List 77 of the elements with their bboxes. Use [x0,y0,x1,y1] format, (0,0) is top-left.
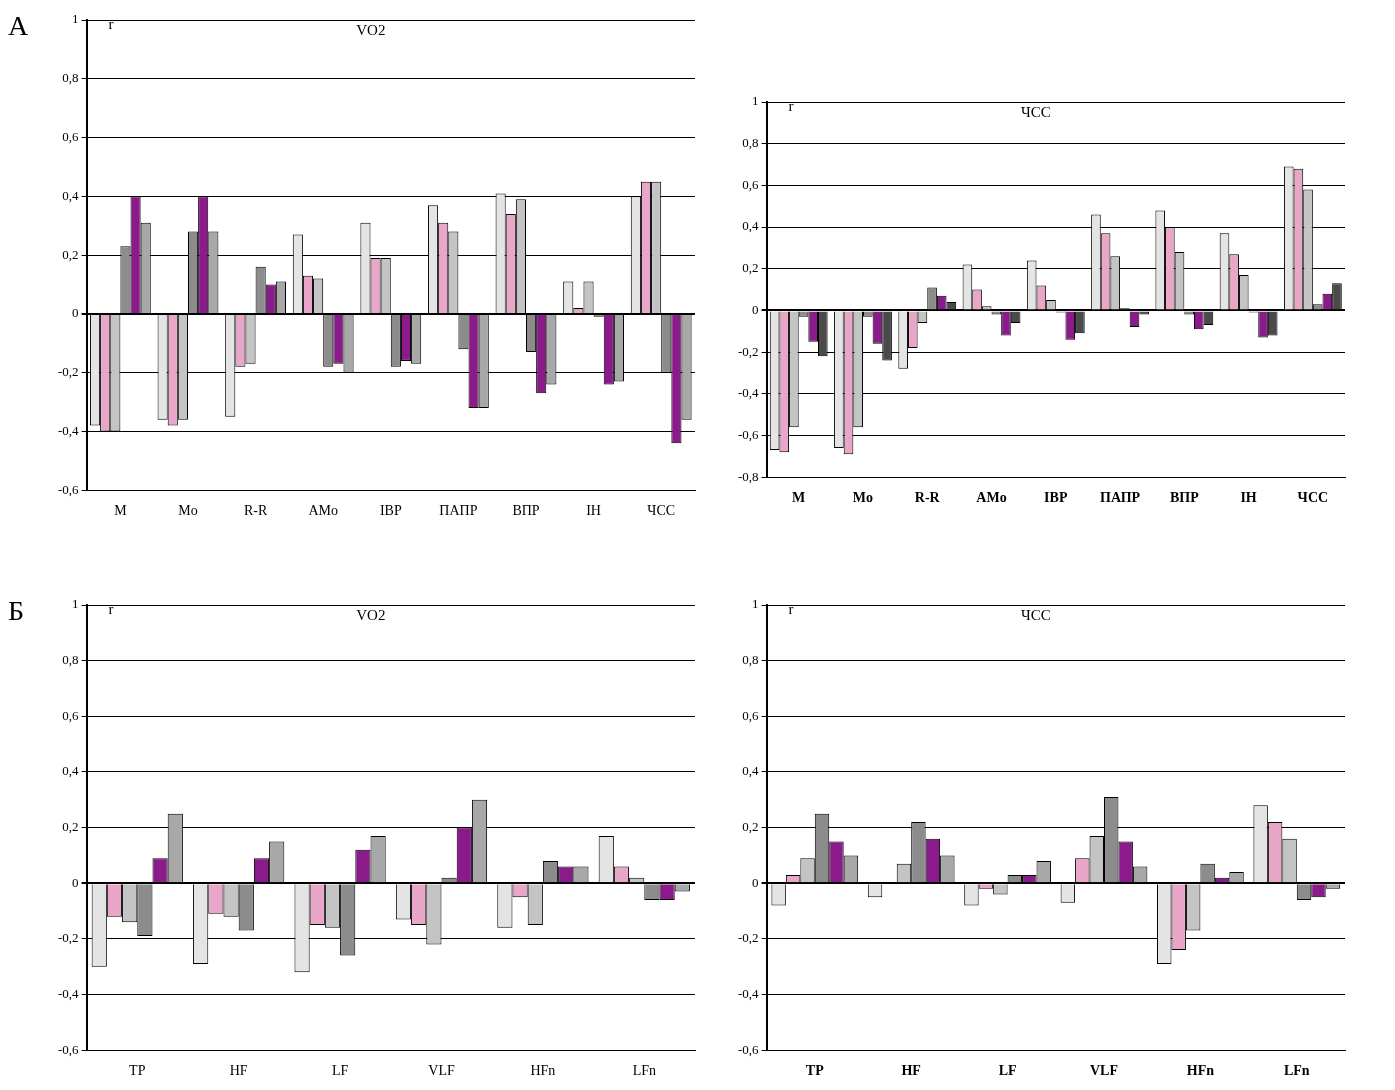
x-tick-label: AMo [976,490,1007,506]
y-tick-label: 1 [72,11,79,27]
y-tick-label: -0,4 [57,422,80,438]
y-tick-label: -0,4 [737,385,760,401]
x-tick-label: M [792,490,806,506]
x-tick-label: AMo [308,503,338,519]
y-tick-label: 0,4 [62,187,80,203]
y-tick-label: 1 [752,93,759,109]
y-tick-label: 0,8 [62,70,79,86]
x-tick-label: IH [1240,490,1257,506]
x-tick-label: M [114,503,128,519]
y-axis-title: r [108,601,114,618]
chart-title: ЧСС [1020,104,1051,121]
y-tick-label: 0 [72,874,79,890]
x-tick-label: TP [805,1063,825,1079]
chart-title: VO2 [356,607,386,624]
x-tick-label: ВПР [1169,490,1200,506]
y-axis-title: r [788,601,794,618]
y-tick-label: 0,4 [742,763,760,779]
y-tick-label: -0,2 [57,364,79,380]
y-tick-label: 0,4 [62,763,80,779]
y-tick-label: -0,6 [57,481,80,497]
y-tick-label: 0 [752,874,759,890]
y-tick-label: -0,4 [737,985,760,1001]
y-tick-label: -0,2 [57,930,79,946]
text: А [8,10,29,42]
x-tick-label: R-R [914,490,941,506]
x-tick-label: IBP [1044,490,1068,506]
y-tick-label: -0,2 [737,343,759,359]
y-tick-label: -0,6 [57,1041,80,1057]
x-tick-label: R-R [243,503,268,519]
x-tick-label: ПАПР [439,503,478,519]
y-tick-label: 1 [752,596,759,612]
y-tick-label: -0,8 [737,468,759,484]
y-tick-label: 0 [72,305,79,321]
chart-title: VO2 [356,22,386,39]
y-axis-title: r [788,98,794,115]
y-tick-label: 0,8 [62,652,79,668]
x-tick-label: HFn [530,1063,556,1079]
y-tick-label: -0,6 [737,1041,760,1057]
text: Б [8,595,25,627]
x-tick-label: Mo [852,490,874,506]
y-tick-label: 0,2 [62,246,79,262]
x-tick-label: IBP [379,503,402,519]
x-tick-label: HFn [1186,1063,1215,1079]
y-tick-label: 0,2 [742,260,759,276]
x-tick-label: ВПР [512,503,540,519]
y-axis-title: r [108,16,114,33]
x-tick-label: LFn [1283,1063,1310,1079]
y-tick-label: 0,6 [742,176,760,192]
x-tick-label: IH [586,503,601,519]
y-tick-label: -0,6 [737,426,760,442]
y-tick-label: 0,6 [742,707,760,723]
x-tick-label: VLF [1089,1063,1118,1079]
y-tick-label: 0,4 [742,218,760,234]
y-tick-label: -0,2 [737,930,759,946]
x-tick-label: ЧСС [647,503,676,519]
x-tick-label: Mo [178,503,198,519]
x-tick-label: LF [331,1063,349,1079]
y-tick-label: 0,6 [62,707,80,723]
x-tick-label: HF [901,1063,921,1079]
y-tick-label: 0,8 [742,135,759,151]
x-tick-label: LFn [632,1063,656,1079]
chart-title: ЧСС [1020,607,1051,624]
y-tick-label: 0,8 [742,652,759,668]
y-tick-label: 1 [72,596,79,612]
x-tick-label: HF [229,1063,248,1079]
y-tick-label: -0,4 [57,985,80,1001]
x-tick-label: LF [998,1063,1017,1079]
y-tick-label: 0,2 [62,819,79,835]
x-tick-label: VLF [428,1063,455,1079]
x-tick-label: ЧСС [1297,490,1329,506]
y-tick-label: 0,2 [742,819,759,835]
y-tick-label: 0 [752,301,759,317]
y-tick-label: 0,6 [62,128,80,144]
x-tick-label: TP [129,1063,146,1079]
x-tick-label: ПАПР [1100,490,1141,506]
